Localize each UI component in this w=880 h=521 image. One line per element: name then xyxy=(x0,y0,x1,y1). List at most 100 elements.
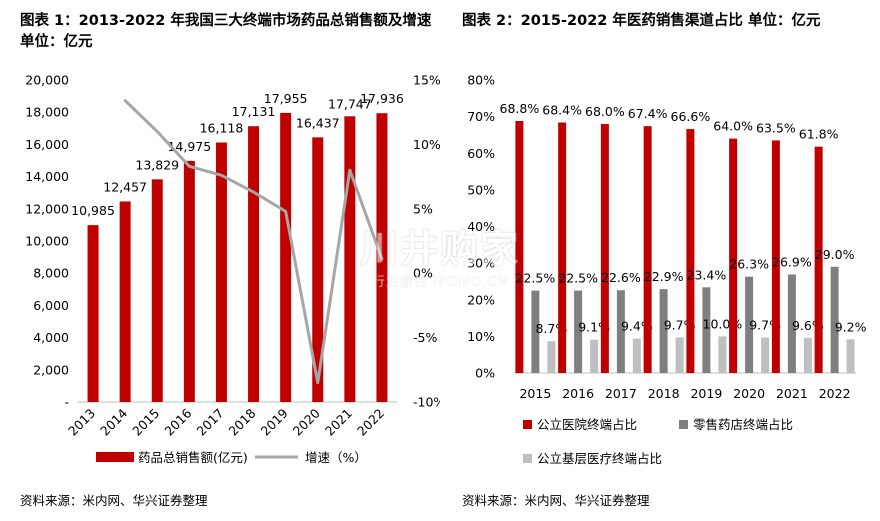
bar-public-hospital xyxy=(729,138,738,373)
left-chart-panel: - 2,000 4,000 6,000 8,000 10,000 12,000 14,000 1… xyxy=(20,13,440,508)
y-tick-label: 40% xyxy=(467,219,495,234)
y-right-tick-label: -5% xyxy=(413,330,437,345)
y-right-tick-label: 10% xyxy=(413,137,440,152)
right-chart-panel: 0% 10% 20% 30% 40% 50% 60% 70% 80% 68.8% 22.5% 8.7%… xyxy=(440,0,880,521)
y-right-tick-label: 5% xyxy=(413,201,433,216)
left-chart-title: 图表 1：2013-2022 年我国三大终端市场药品总销售额及增速 xyxy=(20,13,432,29)
bar-value-label: 64.0% xyxy=(713,119,753,134)
bar-primary-care xyxy=(632,338,641,373)
bar-primary-care xyxy=(803,337,812,373)
bar-retail-pharmacy xyxy=(787,274,796,373)
bar-sales xyxy=(280,112,292,402)
left-chart-svg: - 2,000 4,000 6,000 8,000 10,000 12,000 14,000 1… xyxy=(25,73,440,466)
y-tick-label: 50% xyxy=(467,182,495,197)
bar-primary-care xyxy=(675,337,684,373)
bar-sales xyxy=(183,160,195,402)
bar-value-label: 14,975 xyxy=(167,139,211,154)
bar-value-label: 68.8% xyxy=(500,101,540,116)
y-left-tick-label: 2,000 xyxy=(33,362,69,377)
right-chart-svg: 0%10%20%30%40%50%60%70%80%68.8%22.5%8.7%… xyxy=(467,73,867,467)
legend-primary-care-swatch xyxy=(523,454,532,463)
bar-value-label: 17,747 xyxy=(328,96,372,111)
bar-value-label: 22.5% xyxy=(516,271,556,286)
y-left-tick-label: 4,000 xyxy=(33,330,69,345)
x-tick-label: 2020 xyxy=(733,386,765,401)
bar-sales xyxy=(344,116,356,402)
x-tick-label: 2021 xyxy=(322,406,355,439)
x-tick-label: 2022 xyxy=(819,386,851,401)
x-tick-label: 2017 xyxy=(193,406,226,439)
bar-sales xyxy=(151,179,163,402)
y-tick-label: 30% xyxy=(467,256,495,271)
y-left-tick-label: - xyxy=(64,395,69,410)
x-tick-label: 2018 xyxy=(648,386,680,401)
y-right-tick-label: 0% xyxy=(413,266,433,281)
right-chart-title: 图表 2：2015-2022 年医药销售渠道占比 单位：亿元 xyxy=(462,13,821,29)
y-right-tick-label: -10% xyxy=(413,395,440,410)
y-tick-label: 80% xyxy=(467,73,495,88)
x-tick-label: 2018 xyxy=(226,405,259,438)
bar-value-label: 26.3% xyxy=(729,257,769,272)
bar-value-label: 9.2% xyxy=(835,319,867,334)
bar-primary-care xyxy=(547,341,556,373)
y-tick-label: 20% xyxy=(467,292,495,307)
bar-value-label: 67.4% xyxy=(628,106,668,121)
legend-label-growth: 增速（%） xyxy=(305,450,367,465)
bar-public-hospital xyxy=(558,122,567,373)
bar-value-label: 17,131 xyxy=(232,104,276,119)
y-tick-label: 60% xyxy=(467,146,495,161)
bar-value-label: 61.8% xyxy=(799,127,839,142)
bar-sales xyxy=(119,201,131,402)
x-tick-label: 2019 xyxy=(258,405,291,438)
bar-public-hospital xyxy=(771,140,780,373)
x-tick-label: 2020 xyxy=(290,405,323,438)
x-tick-label: 2015 xyxy=(129,406,162,439)
legend-retail-pharmacy-swatch xyxy=(679,420,688,429)
bar-retail-pharmacy xyxy=(616,290,625,373)
x-tick-label: 2021 xyxy=(776,386,808,401)
x-tick-label: 2016 xyxy=(161,405,194,438)
left-chart-unit: 单位：亿元 xyxy=(20,34,93,50)
y-tick-label: 10% xyxy=(467,329,495,344)
y-left-tick-label: 20,000 xyxy=(25,73,69,88)
bar-retail-pharmacy xyxy=(659,289,668,373)
legend-primary-care-label: 公立基层医疗终端占比 xyxy=(537,451,662,466)
bar-sales xyxy=(87,225,99,402)
bar-value-label: 66.6% xyxy=(671,109,711,124)
bar-primary-care xyxy=(846,339,855,373)
bar-public-hospital xyxy=(643,126,652,374)
bar-public-hospital xyxy=(600,123,609,373)
bar-value-label: 22.9% xyxy=(644,269,684,284)
x-tick-label: 2019 xyxy=(690,386,722,401)
y-left-tick-label: 16,000 xyxy=(25,137,69,152)
bar-value-label: 13,829 xyxy=(135,157,179,172)
bar-public-hospital xyxy=(814,146,823,373)
bar-primary-care xyxy=(718,336,727,373)
bar-value-label: 17,936 xyxy=(360,91,404,106)
y-left-tick-label: 8,000 xyxy=(33,266,69,281)
bar-sales xyxy=(215,142,227,403)
bar-public-hospital xyxy=(515,121,524,374)
bar-value-label: 12,457 xyxy=(103,179,147,194)
legend-public-hospital-swatch xyxy=(523,420,532,429)
bar-value-label: 10,985 xyxy=(71,203,115,218)
bar-value-label: 29.0% xyxy=(815,247,855,262)
x-tick-label: 2022 xyxy=(354,406,387,439)
x-tick-label: 2017 xyxy=(605,386,637,401)
bar-retail-pharmacy xyxy=(531,290,540,373)
bar-retail-pharmacy xyxy=(702,287,711,373)
bar-retail-pharmacy xyxy=(830,266,839,373)
right-chart-source: 资料来源：米内网、华兴证券整理 xyxy=(462,493,650,508)
y-right-tick-label: 15% xyxy=(413,73,440,88)
x-tick-label: 2014 xyxy=(97,405,130,438)
y-left-tick-label: 18,000 xyxy=(25,105,69,120)
bar-value-label: 26.9% xyxy=(772,254,812,269)
bar-value-label: 22.5% xyxy=(558,271,598,286)
bar-sales xyxy=(248,126,260,402)
bar-retail-pharmacy xyxy=(574,290,583,373)
y-left-tick-label: 6,000 xyxy=(33,298,69,313)
y-left-tick-label: 14,000 xyxy=(25,169,69,184)
legend-swatch-sales xyxy=(96,452,134,462)
bar-retail-pharmacy xyxy=(745,276,754,373)
bar-value-label: 23.4% xyxy=(687,267,727,282)
